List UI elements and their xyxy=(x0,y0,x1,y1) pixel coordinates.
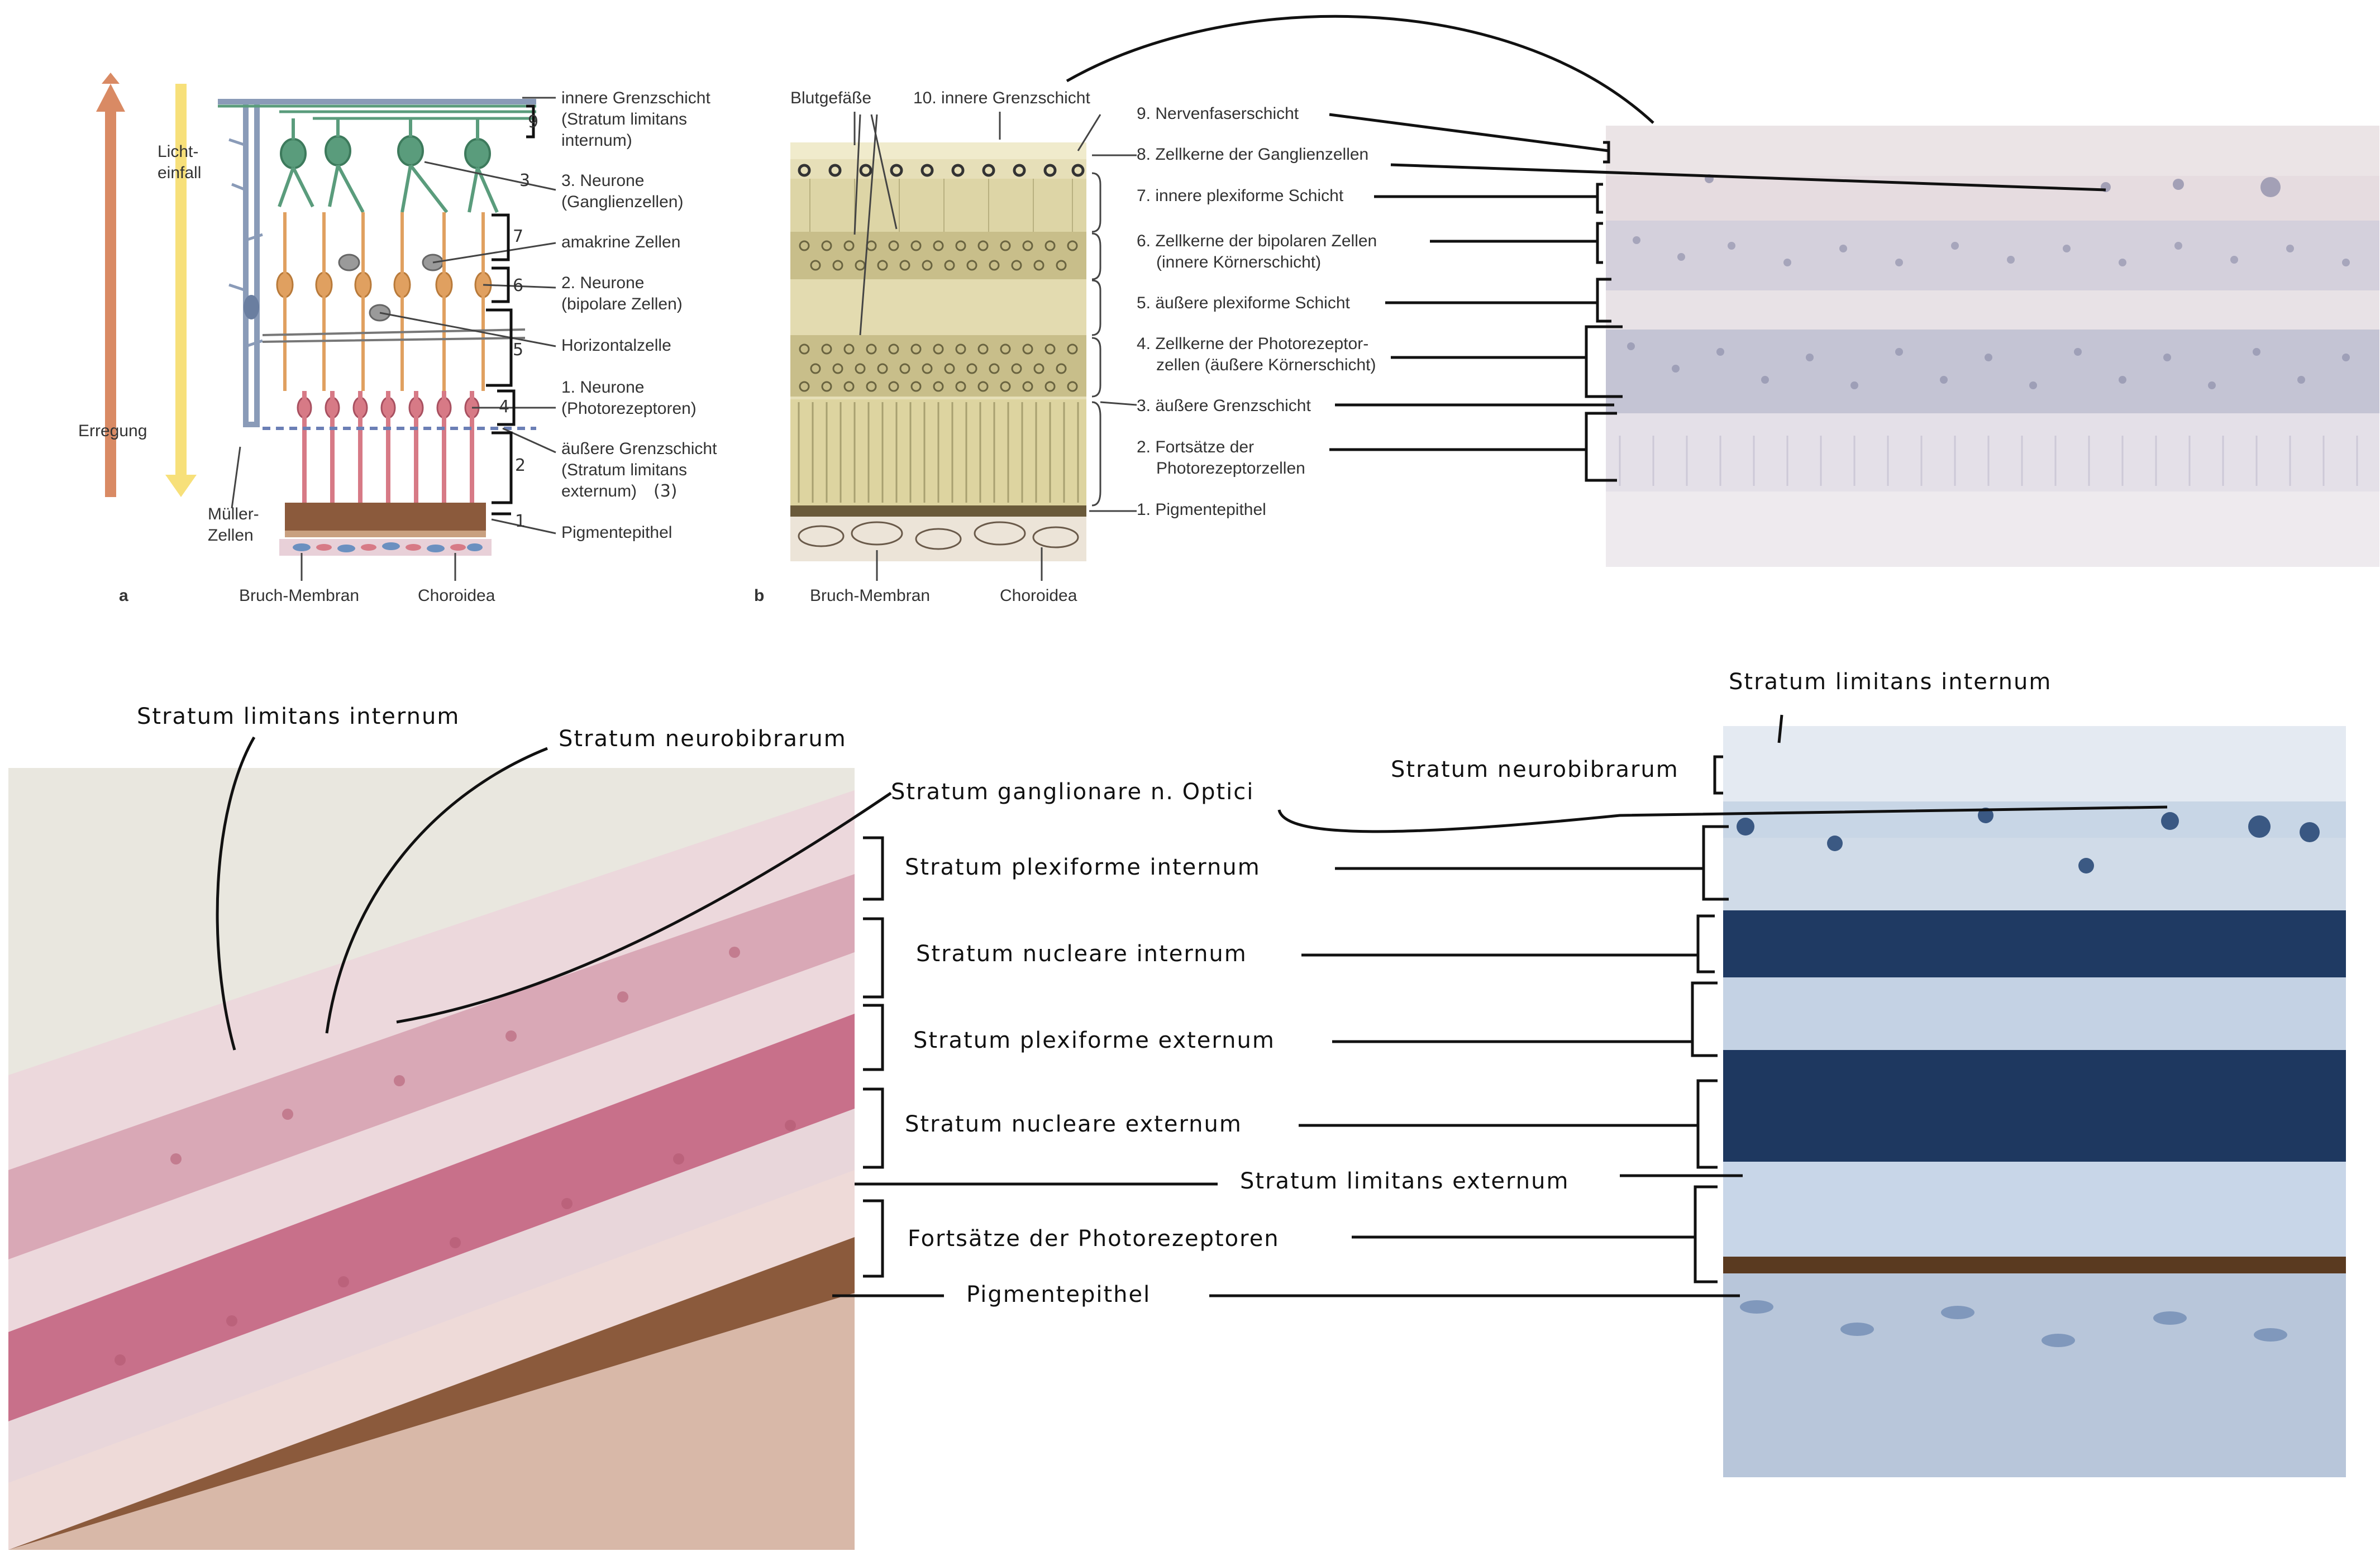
erregung-arrow-head xyxy=(96,84,125,112)
a-num-2: 2 xyxy=(515,456,526,475)
a-label-bipolar-1: 2. Neurone xyxy=(561,274,645,292)
a-bottom-choroidea: Choroidea xyxy=(418,586,495,605)
a-label-amacrine: amakrine Zellen xyxy=(561,233,681,251)
b-ganglion-row xyxy=(798,164,1085,177)
a-label-horizontal: Horizontalzelle xyxy=(561,336,671,355)
a-num-9: 9 xyxy=(528,112,539,132)
b-inner-nuclear xyxy=(790,232,1086,279)
a-num-7: 7 xyxy=(513,227,524,246)
a-label-inner-limiting-1: innere Grenzschicht xyxy=(561,89,710,107)
b-label-6-2: (innere Körnerschicht) xyxy=(1156,253,1322,271)
b-label-3: 3. äußere Grenzschicht xyxy=(1137,397,1311,415)
a-label-outer-limiting-1: äußere Grenzschicht xyxy=(561,440,717,458)
a-label-outer-limiting-3: externum) xyxy=(561,482,637,500)
b-label-1: 1. Pigmentepithel xyxy=(1137,500,1266,519)
b-bottom-choroidea: Choroidea xyxy=(1000,586,1077,605)
b-label-9: 9. Nervenfaserschicht xyxy=(1137,104,1299,123)
bc-label-plexiforme-internum: Stratum plexiforme internum xyxy=(905,855,1261,880)
a-num-1: 1 xyxy=(515,512,526,531)
b-label-4-2: zellen (äußere Körnerschicht) xyxy=(1156,356,1376,374)
mueller-cell xyxy=(218,99,536,427)
bl-label-limitans-internum: Stratum limitans internum xyxy=(137,704,460,729)
bc-label-nucleare-internum: Stratum nucleare internum xyxy=(916,941,1247,967)
top-right-micrograph xyxy=(1606,126,2379,567)
b-label-5: 5. äußere plexiforme Schicht xyxy=(1137,294,1350,312)
b-top-blood-vessels: Blutgefäße xyxy=(790,89,872,107)
a-num-6: 6 xyxy=(513,276,524,295)
b-bottom-bruch: Bruch-Membran xyxy=(810,586,931,605)
lichteinfall-label-2: einfall xyxy=(158,164,202,182)
a-label-outer-limiting-2: (Stratum limitans xyxy=(561,461,688,479)
b-outer-plexiform xyxy=(790,279,1086,335)
bc-label-fortsaetze: Fortsätze der Photorezeptoren xyxy=(908,1226,1280,1252)
a-bottom-bruch: Bruch-Membran xyxy=(239,586,360,605)
b-label-8: 8. Zellkerne der Ganglienzellen xyxy=(1137,145,1369,164)
panel-a-letter: a xyxy=(119,586,128,605)
a-num-3: 3 xyxy=(519,171,531,190)
ganglion-cells xyxy=(280,135,491,169)
erregung-arrow xyxy=(102,73,120,84)
lichteinfall-label-1: Licht- xyxy=(158,142,199,161)
b-letter: b xyxy=(754,586,765,605)
a-label-pigment: Pigmentepithel xyxy=(561,523,672,542)
a-label-bipolar-2: (bipolare Zellen) xyxy=(561,295,683,313)
licht-arrow-head xyxy=(165,475,197,497)
panel-b-drawing xyxy=(790,112,1137,581)
a-label-inner-limiting-3: internum) xyxy=(561,131,632,150)
panel-a: a Licht- einfall Erregung Müller- Zellen… xyxy=(0,0,743,626)
a-extra-note: (3) xyxy=(654,481,678,501)
licht-arrow-shaft xyxy=(175,84,187,475)
mueller-label-2: Zellen xyxy=(208,526,254,545)
b-label-6-1: 6. Zellkerne der bipolaren Zellen xyxy=(1137,232,1377,250)
a-num-4: 4 xyxy=(499,397,510,417)
bl-label-ganglionare: Stratum ganglionare n. Optici xyxy=(891,779,1255,805)
bc-label-nucleare-externum: Stratum nucleare externum xyxy=(905,1111,1242,1137)
a-label-photoreceptor-1: 1. Neurone xyxy=(561,378,645,397)
bc-label-limitans-externum: Stratum limitans externum xyxy=(1240,1168,1570,1194)
a-label-photoreceptor-2: (Photorezeptoren) xyxy=(561,399,697,418)
pigment-epithelium xyxy=(285,503,486,531)
bottom-left-micrograph xyxy=(8,768,855,1550)
he-micrograph-image xyxy=(8,768,855,1550)
b-inner-plexiform xyxy=(790,179,1086,232)
bipolar-cells xyxy=(276,271,492,298)
b-pigment-layer xyxy=(790,505,1086,517)
panel-a-drawing xyxy=(96,73,556,581)
b-label-2-1: 2. Fortsätze der xyxy=(1137,438,1255,456)
b-label-7: 7. innere plexiforme Schicht xyxy=(1137,187,1344,205)
panel-b: b Blutgefäße 10. innere Grenzschicht 9. … xyxy=(743,0,1614,626)
erregung-arrow-shaft xyxy=(105,112,116,497)
bottom-right-micrograph xyxy=(1723,726,2346,1477)
bc-label-plexiforme-externum: Stratum plexiforme externum xyxy=(913,1028,1275,1053)
br-label-limitans-internum: Stratum limitans internum xyxy=(1729,669,2052,695)
a-label-inner-limiting-2: (Stratum limitans xyxy=(561,110,688,128)
b-label-2-2: Photorezeptorzellen xyxy=(1156,459,1305,478)
b-top-inner-limiting: 10. innere Grenzschicht xyxy=(913,89,1090,107)
mueller-label-1: Müller- xyxy=(208,505,259,523)
a-label-ganglion-1: 3. Neurone xyxy=(561,171,645,190)
blue-micrograph-image xyxy=(1723,726,2346,1477)
a-label-ganglion-2: (Ganglienzellen) xyxy=(561,193,684,211)
br-label-neurobibrarum: Stratum neurobibrarum xyxy=(1391,757,1679,782)
erregung-label: Erregung xyxy=(78,422,147,440)
b-label-4-1: 4. Zellkerne der Photorezeptor- xyxy=(1137,335,1369,353)
bl-label-neurobibrarum: Stratum neurobibrarum xyxy=(559,726,847,752)
bc-label-pigmentepithel: Pigmentepithel xyxy=(966,1282,1151,1307)
a-num-5: 5 xyxy=(513,340,524,360)
